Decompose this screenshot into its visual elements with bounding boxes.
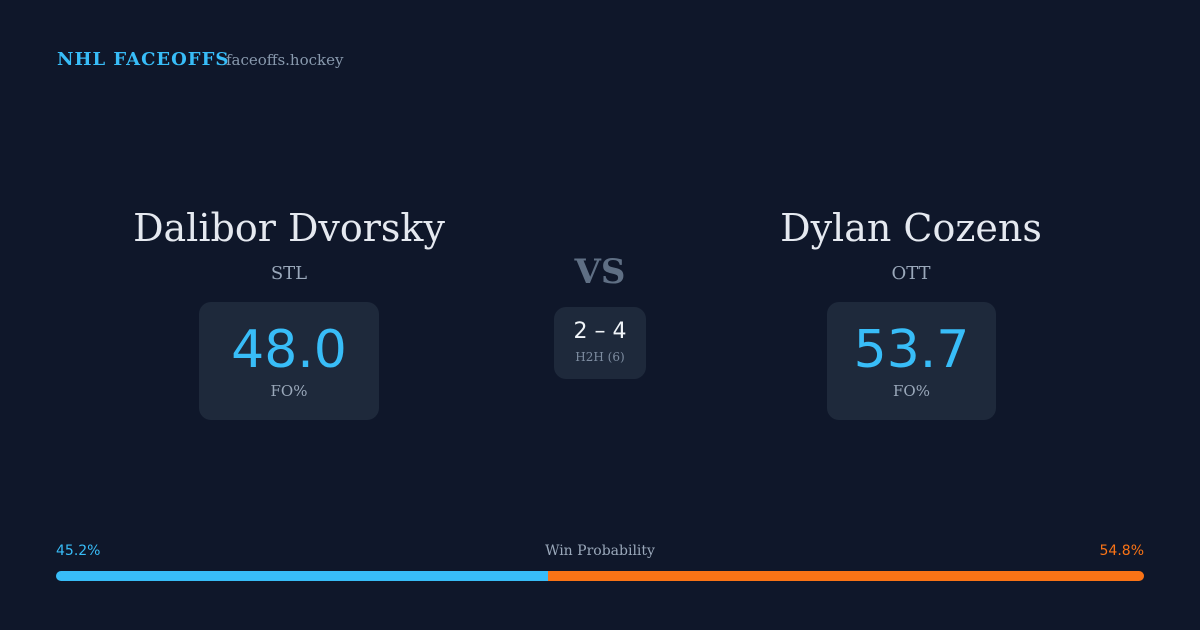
- bar-segment: [56, 571, 548, 581]
- win-prob-bar: [56, 571, 1144, 581]
- bar-segment: [547, 571, 1144, 581]
- fo-card: 48.0 FO%: [199, 302, 379, 420]
- vs: VS: [574, 252, 626, 292]
- player-team: OTT: [891, 263, 931, 284]
- h2h-label: H2H (6): [575, 350, 625, 364]
- site: faceoffs.hockey: [226, 51, 344, 69]
- brand: NHL FACEOFFS: [57, 49, 230, 70]
- fo-label: FO%: [270, 382, 308, 400]
- player-name: Dylan Cozens: [780, 206, 1042, 250]
- fo-pct: 53.7: [853, 320, 970, 380]
- fo-card: 53.7 FO%: [827, 302, 996, 420]
- fo-label: FO%: [893, 382, 930, 400]
- h2h-score: 2 – 4: [573, 319, 627, 344]
- win-prob-title: Win Probability: [545, 543, 655, 559]
- win-prob-left: 45.2%: [56, 543, 101, 559]
- player-name: Dalibor Dvorsky: [133, 206, 445, 250]
- win-prob-right: 54.8%: [1099, 543, 1144, 559]
- h2h-card: 2 – 4 H2H (6): [554, 307, 646, 379]
- fo-pct: 48.0: [231, 320, 347, 380]
- player-team: STL: [270, 263, 308, 284]
